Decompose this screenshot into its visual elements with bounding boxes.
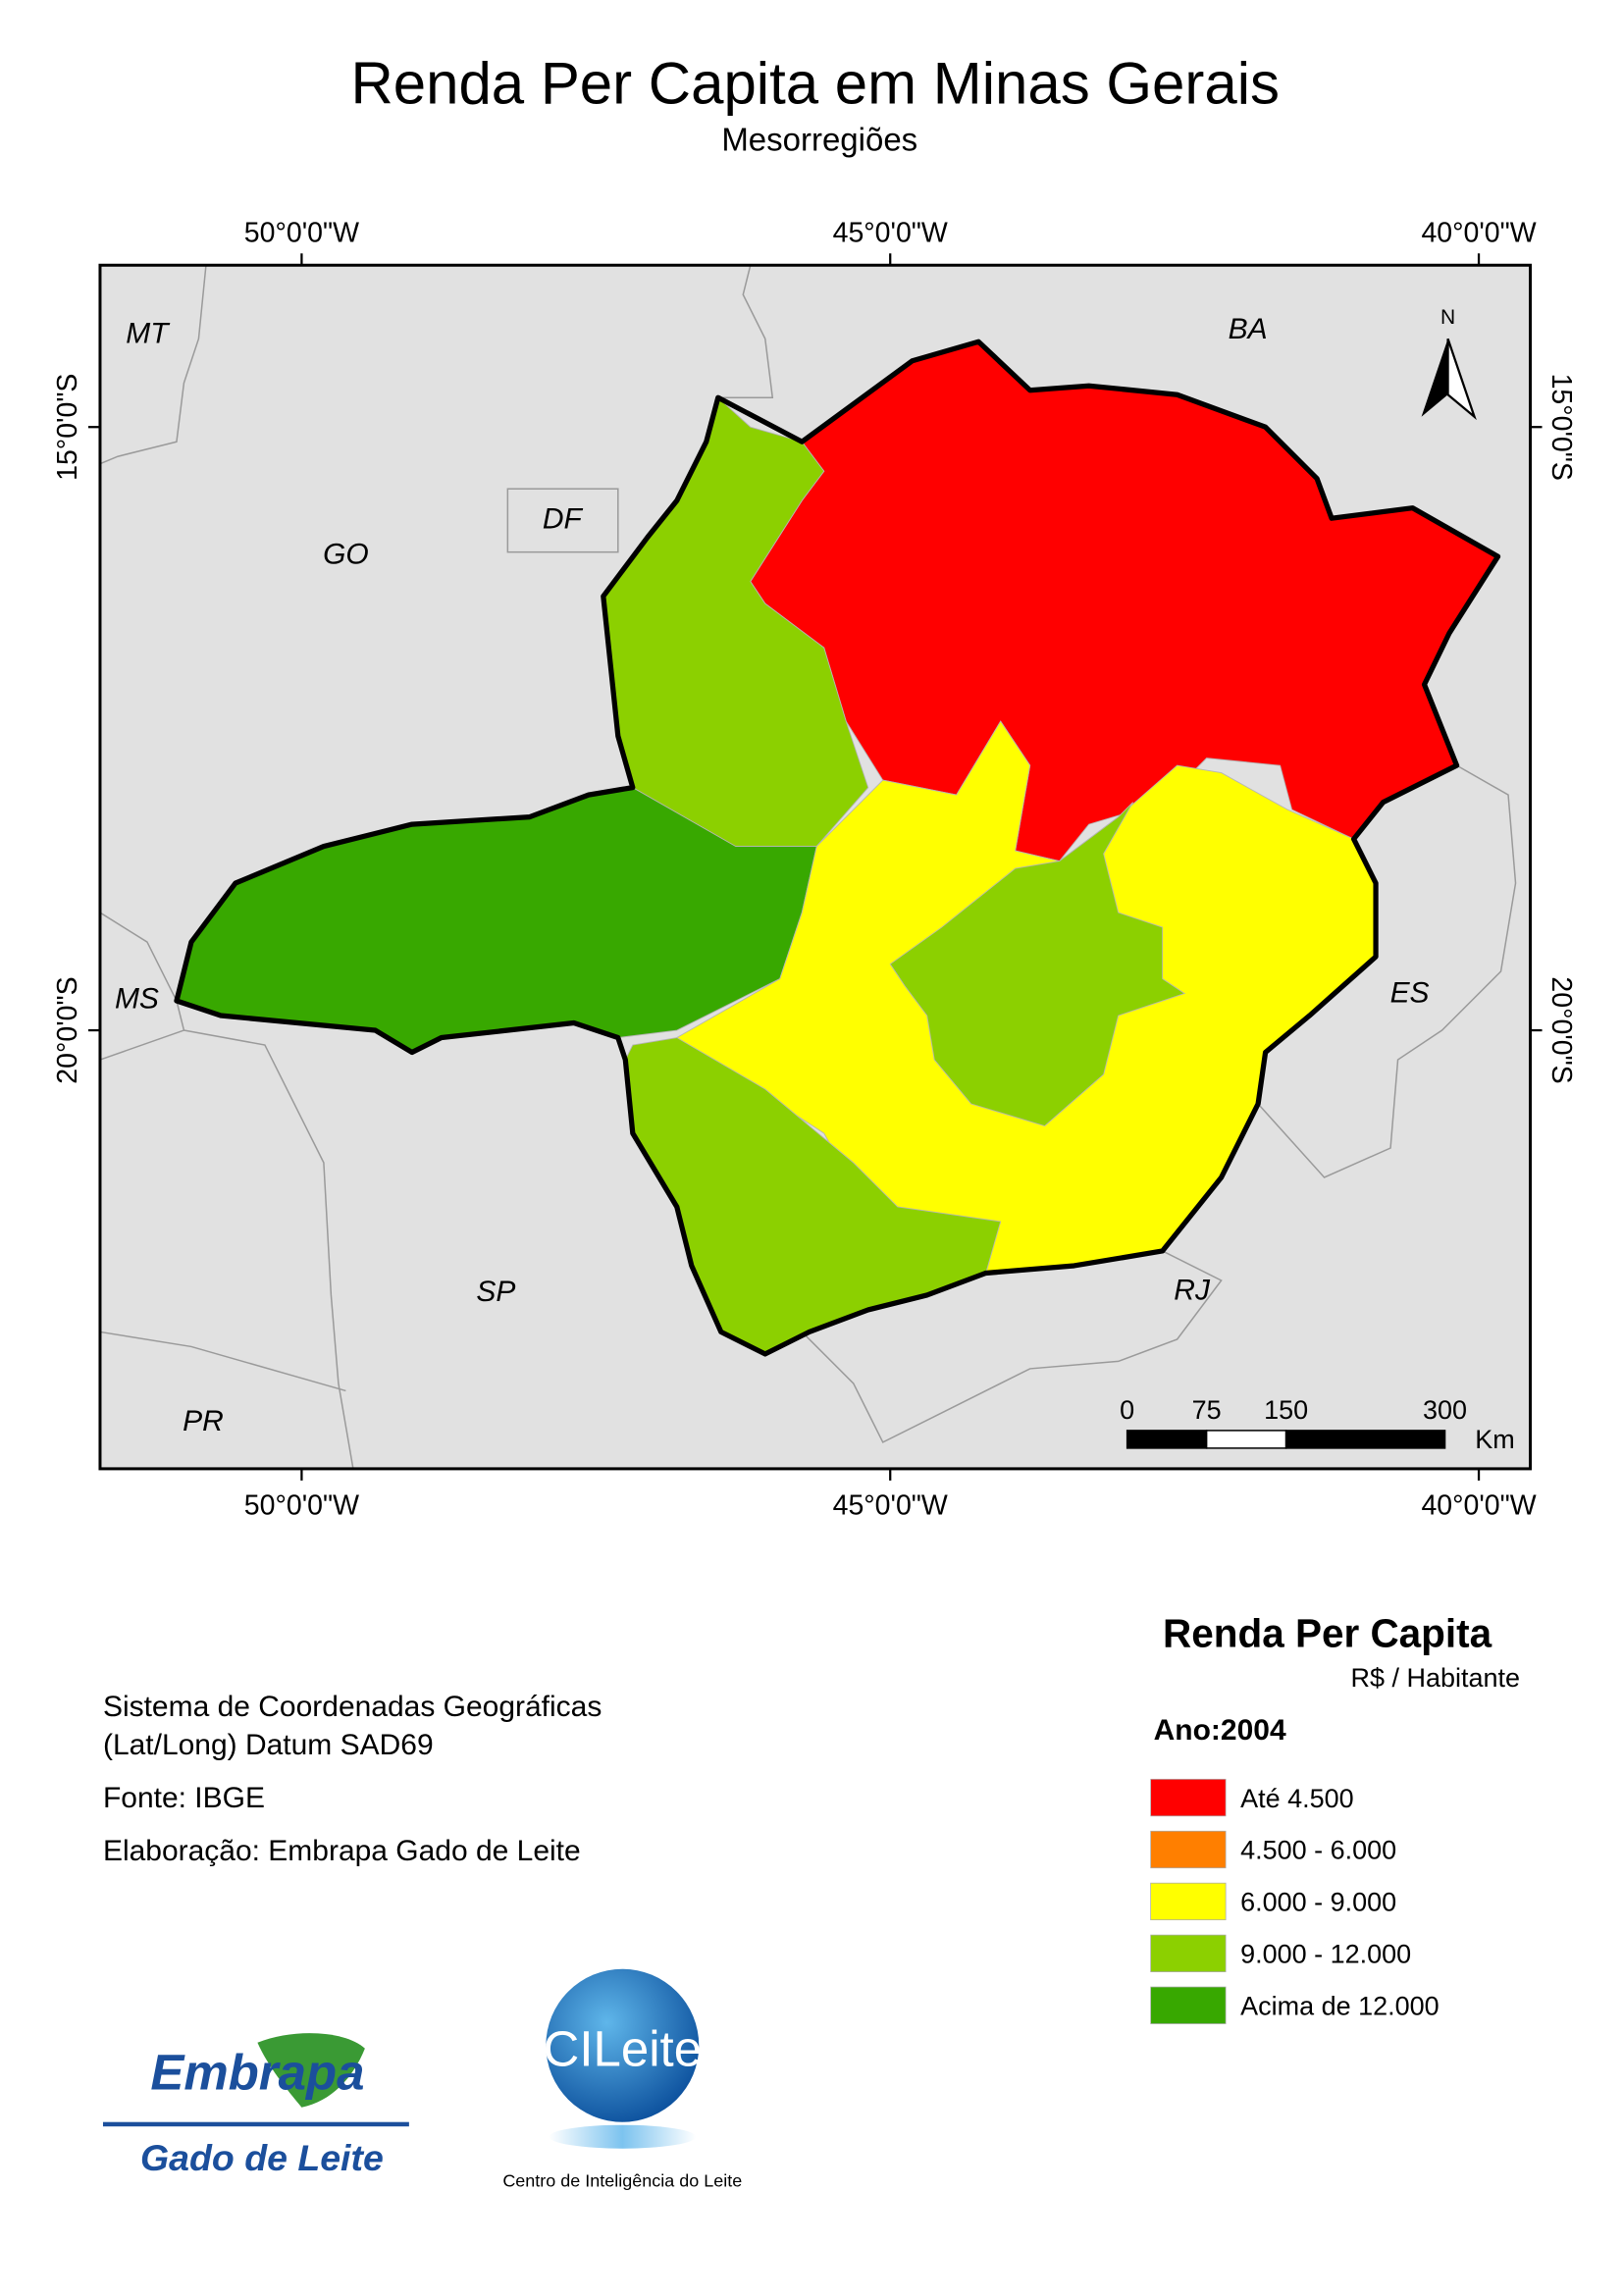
state-border [717,265,774,398]
embrapa-leaf [257,2033,365,2108]
cileite-circle [546,1968,700,2122]
state-label: MS [115,983,159,1016]
scale-unit: Km [1475,1425,1514,1454]
state-border [99,1331,346,1392]
map-frame: MT BA GO DF MS ES SP RJ PR N 0 75 150 300 Km [87,253,1543,1481]
scale-tick-label: 150 [1264,1395,1308,1425]
lon-label: 40°0'0"W [1421,1489,1536,1521]
title: Renda Per Capita em Minas Gerais [350,50,1280,116]
lon-label: 50°0'0"W [244,217,359,248]
state-border [99,265,207,465]
lat-label: 15°0'0"S [52,374,83,481]
state-border [801,1250,1223,1443]
north-arrow-right [1446,338,1477,421]
cileite-name: CILeite [544,2021,703,2077]
state-label: DF [543,503,584,536]
state-border [1257,764,1517,1178]
legend-swatch [1150,1830,1227,1869]
scale-tick-label: 300 [1423,1395,1467,1425]
scale-tick-label: 0 [1120,1395,1134,1425]
state-labels: MT BA GO DF MS ES SP RJ PR [115,313,1430,1437]
lon-label: 50°0'0"W [244,1489,359,1521]
north-label: N [1440,306,1455,329]
scale-segment [1205,1430,1287,1449]
legend-label: Até 4.500 [1240,1784,1354,1813]
scale-tick-label: 75 [1192,1395,1222,1425]
legend-label: 6.000 - 9.000 [1240,1888,1396,1917]
legend-title: Renda Per Capita [1163,1610,1492,1655]
lon-label: 40°0'0"W [1421,217,1536,248]
legend-swatch [1150,1934,1227,1972]
map-border [98,263,1533,1471]
embrapa-name: Embrapa [150,2045,364,2101]
state-label: BA [1229,313,1268,345]
state-outline [174,339,1501,1357]
state-label: GO [323,539,369,571]
legend-label: Acima de 12.000 [1240,1992,1440,2021]
note: Fonte: IBGE [103,1782,265,1814]
legend-swatch [1150,1882,1227,1921]
embrapa-unit: Gado de Leite [140,2137,384,2178]
state-label: PR [183,1405,224,1437]
note: (Lat/Long) Datum SAD69 [103,1729,434,1761]
legend-unit: R$ / Habitante [1351,1663,1521,1693]
lon-label: 45°0'0"W [833,1489,948,1521]
lat-label: 20°0'0"S [1545,976,1577,1083]
state-border [183,1029,354,1470]
state-label: SP [476,1276,515,1308]
lon-label: 45°0'0"W [833,217,948,248]
legend: Renda Per Capita R$ / Habitante Ano:2004… [1150,1610,1521,2024]
embrapa-rule [102,2121,409,2127]
scale-segment [1126,1430,1208,1449]
cileite-caption: Centro de Inteligência do Leite [502,2171,742,2191]
cileite-shadow [549,2124,697,2149]
scale-bar: 0 75 150 300 Km [1120,1395,1515,1454]
legend-swatch [1150,1986,1227,2024]
legend-year: Ano:2004 [1154,1714,1286,1747]
graticule-ticks [87,253,1543,1481]
cileite-logo: CILeite Centro de Inteligência do Leite [502,1968,742,2191]
scale-segment [1284,1430,1446,1449]
legend-label: 9.000 - 12.000 [1240,1940,1411,1969]
state-label: RJ [1174,1274,1211,1306]
regions [176,340,1499,1355]
state-label: MT [126,318,171,350]
note: Sistema de Coordenadas Geográficas [103,1691,602,1723]
subtitle: Mesorregiões [721,121,917,157]
df-border [506,488,619,553]
north-arrow: N [1421,306,1477,421]
embrapa-logo: Embrapa Gado de Leite [102,2033,409,2178]
legend-swatch [1150,1778,1227,1817]
region-metropolitan [889,802,1186,1127]
note: Elaboração: Embrapa Gado de Leite [103,1835,581,1867]
legend-label: 4.500 - 6.000 [1240,1836,1396,1865]
north-arrow-left [1421,339,1448,417]
lat-label: 15°0'0"S [1545,374,1577,481]
neighbor-borders [99,265,1517,1470]
lat-label: 20°0'0"S [52,976,83,1083]
state-label: ES [1390,977,1430,1010]
